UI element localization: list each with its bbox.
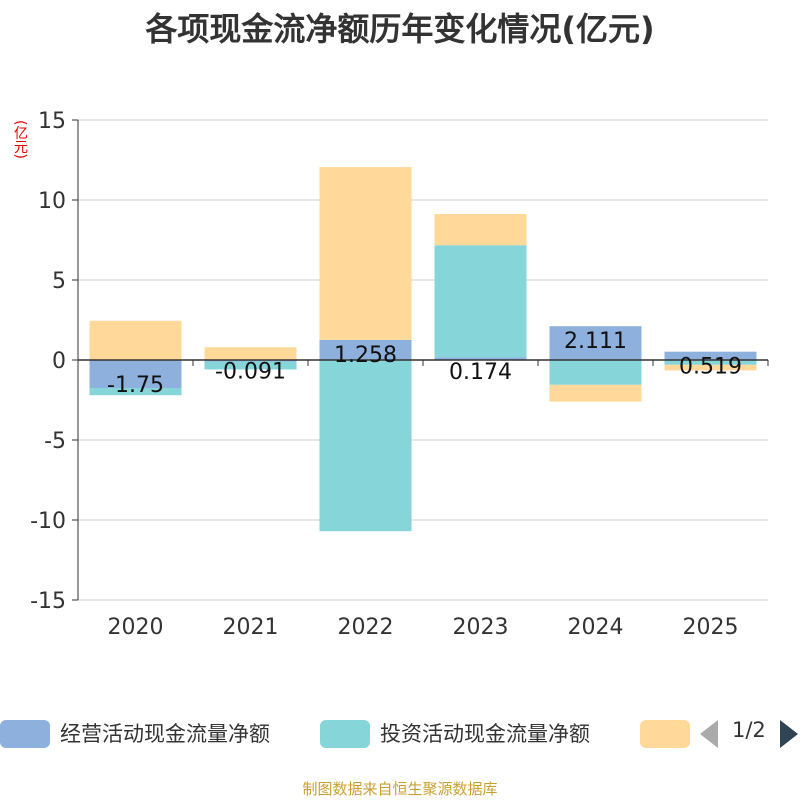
y-axis-unit: (亿元) [12,120,28,159]
bar-series0-2025 [664,351,757,360]
legend-label-operating: 经营活动现金流量净额 [60,722,270,746]
y-tick-label: 15 [38,109,66,134]
x-tick-label: 2023 [453,615,509,640]
x-tick-label: 2025 [683,615,739,640]
bar-series2-2025 [664,364,757,371]
y-tick-label: 0 [52,349,66,374]
bar-series2-2020 [89,320,182,360]
bar-series1-2024 [549,360,642,385]
x-tick-label: 2022 [338,615,394,640]
y-tick-label: -15 [30,589,66,614]
bar-series0-2020 [89,360,182,388]
legend-swatch-third [640,720,690,748]
legend-prev-page-icon[interactable] [700,720,718,748]
data-label: 0.174 [449,360,512,385]
bar-series0-2023 [434,357,527,360]
bar-series2-2024 [549,384,642,402]
bar-series1-2022 [319,360,412,532]
bar-series0-2022 [319,339,412,360]
data-label: 2.111 [564,329,627,354]
chart-title: 各项现金流净额历年变化情况(亿元) [145,10,655,48]
bar-series1-2023 [434,245,527,358]
x-tick-label: 2020 [108,615,164,640]
bar-series2-2022 [319,167,412,340]
legend-swatch-investing [320,720,370,748]
x-tick-label: 2024 [568,615,624,640]
legend-page-indicator: 1/2 [732,718,766,742]
chart-plot-area: 15 10 5 0 -5 -10 -15 -1.75 -0.091 1.258 0.174 2.111… [30,109,769,640]
bar-series2-2021 [204,347,297,360]
data-label: -0.091 [215,360,286,385]
bar-series1-2020 [89,388,182,396]
legend: 经营活动现金流量净额 投资活动现金流量净额 [0,716,800,752]
y-tick-label: 5 [52,269,66,294]
data-source-note: 制图数据来自恒生聚源数据库 [302,780,498,798]
legend-swatch-operating [0,720,50,748]
data-label: -1.75 [107,373,164,398]
bar-series1-2025 [664,360,757,365]
y-tick-label: -5 [44,429,66,454]
bar-series0-2024 [549,326,642,360]
data-label: 1.258 [334,343,397,368]
legend-label-investing: 投资活动现金流量净额 [380,722,590,746]
legend-next-page-icon[interactable] [780,720,798,748]
x-tick-label: 2021 [223,615,279,640]
bar-series2-2023 [434,214,527,246]
bar-series1-2021 [204,361,297,370]
y-tick-label: -10 [30,509,66,534]
data-label: 0.519 [679,355,742,380]
y-tick-label: 10 [38,189,66,214]
